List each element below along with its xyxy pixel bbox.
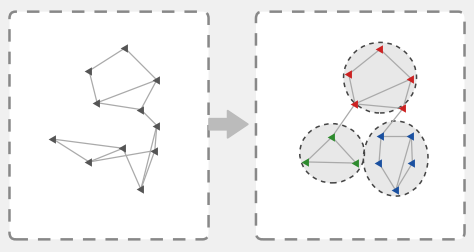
Ellipse shape xyxy=(364,121,428,196)
Ellipse shape xyxy=(344,43,417,113)
FancyBboxPatch shape xyxy=(9,13,209,239)
Ellipse shape xyxy=(300,124,365,183)
FancyBboxPatch shape xyxy=(256,13,465,239)
FancyArrow shape xyxy=(209,111,248,139)
